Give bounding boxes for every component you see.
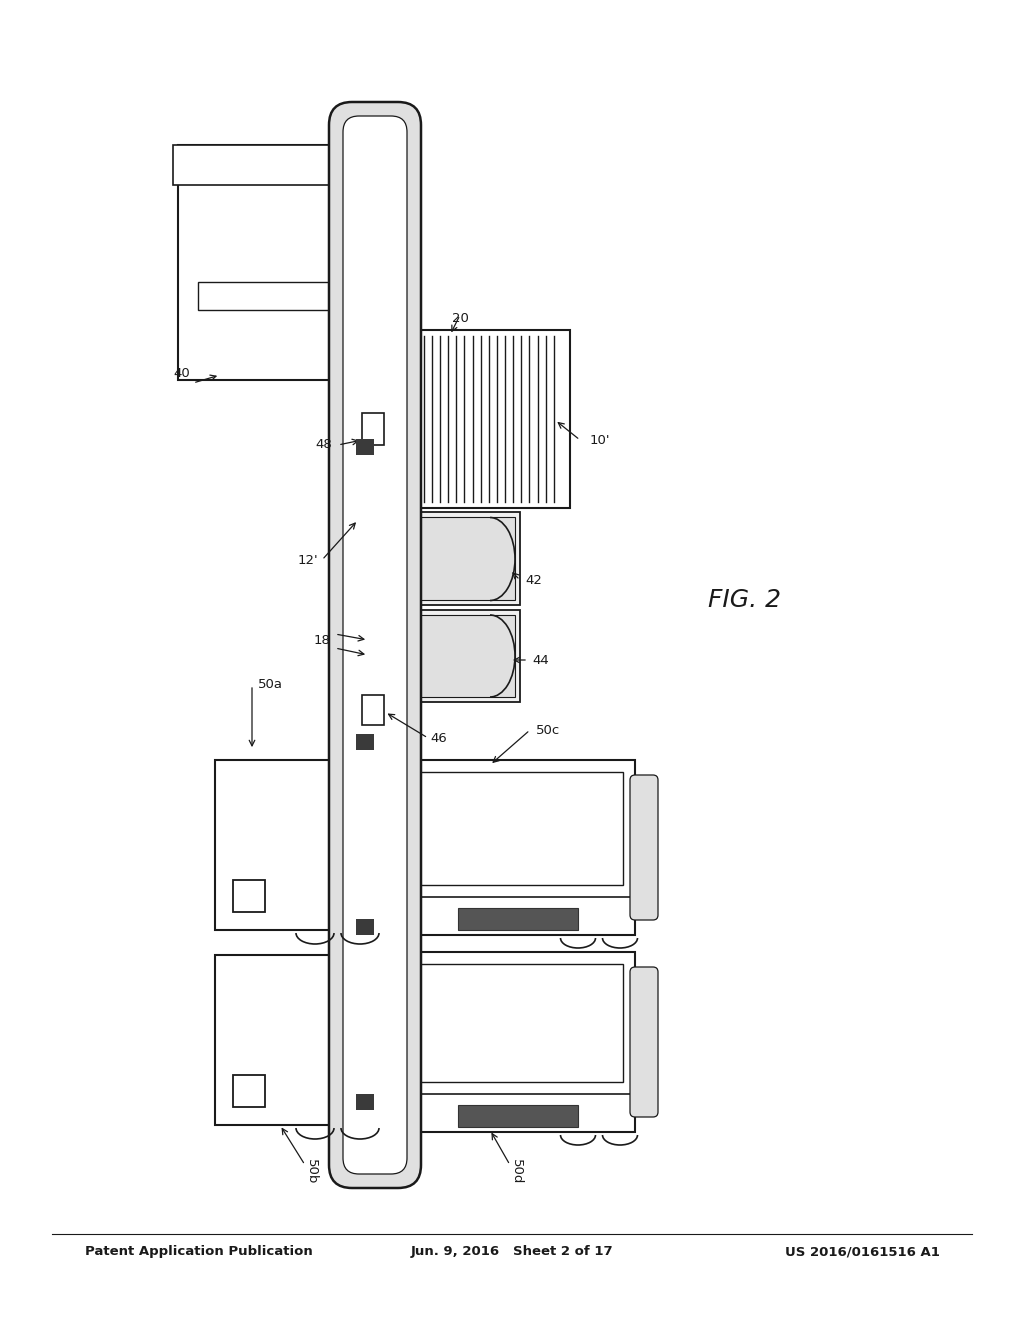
Bar: [458, 1105, 578, 1127]
Bar: [356, 734, 374, 750]
FancyBboxPatch shape: [630, 968, 658, 1117]
Text: Patent Application Publication: Patent Application Publication: [85, 1246, 312, 1258]
Bar: [458, 908, 578, 931]
Bar: [420, 964, 623, 1082]
Bar: [356, 919, 374, 935]
Text: 50b: 50b: [305, 1159, 318, 1184]
Text: 46: 46: [430, 731, 446, 744]
Bar: [375, 512, 520, 605]
Text: 12': 12': [297, 553, 318, 566]
Bar: [178, 145, 355, 380]
Bar: [198, 282, 335, 310]
Bar: [356, 440, 374, 455]
Text: 50a: 50a: [258, 678, 283, 692]
Bar: [408, 952, 635, 1133]
Text: 20: 20: [452, 312, 468, 325]
FancyBboxPatch shape: [343, 116, 407, 1173]
Text: FIG. 2: FIG. 2: [709, 587, 781, 612]
Text: 50d: 50d: [510, 1159, 523, 1184]
Bar: [420, 772, 623, 884]
Bar: [380, 615, 515, 697]
FancyBboxPatch shape: [630, 775, 658, 920]
Bar: [375, 610, 520, 702]
Bar: [375, 330, 570, 508]
Text: 44: 44: [532, 653, 549, 667]
Bar: [380, 517, 515, 601]
Bar: [408, 760, 635, 935]
Text: 48: 48: [315, 438, 332, 451]
Bar: [173, 145, 360, 185]
Bar: [233, 1074, 265, 1107]
Bar: [215, 954, 345, 1125]
Text: 42: 42: [525, 573, 542, 586]
FancyBboxPatch shape: [329, 102, 421, 1188]
Bar: [215, 760, 345, 931]
Text: Jun. 9, 2016   Sheet 2 of 17: Jun. 9, 2016 Sheet 2 of 17: [411, 1246, 613, 1258]
Text: 10': 10': [590, 433, 610, 446]
Text: US 2016/0161516 A1: US 2016/0161516 A1: [785, 1246, 940, 1258]
Bar: [233, 880, 265, 912]
Text: 18: 18: [313, 634, 330, 647]
Bar: [356, 1094, 374, 1110]
Text: 50c: 50c: [536, 723, 560, 737]
Text: 40: 40: [173, 367, 190, 380]
Bar: [362, 413, 384, 445]
Bar: [362, 696, 384, 725]
